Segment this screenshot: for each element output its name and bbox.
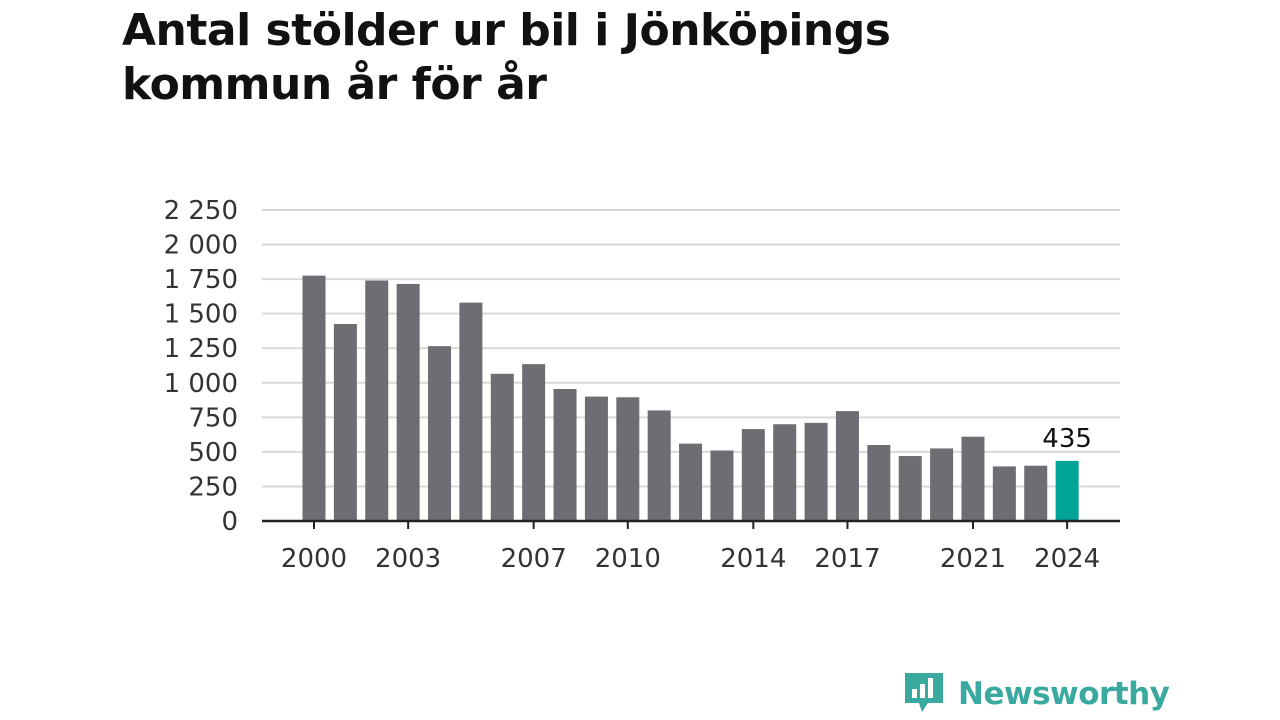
bar-2004 [428,346,452,521]
bar-2006 [490,373,514,521]
x-tick-label: 2014 [720,544,786,574]
brand-name: Newsworthy [958,676,1170,712]
y-tick-label: 500 [188,438,238,468]
bar-2007 [522,364,546,521]
bar-2022 [992,466,1016,521]
data-labels: 435 [1042,424,1092,454]
y-tick-label: 1 000 [164,369,238,399]
x-tick-label: 2003 [375,544,441,574]
x-tick-label: 2021 [940,544,1006,574]
x-tick-label: 2007 [501,544,567,574]
bar-2000 [302,275,326,521]
bars [302,275,1079,521]
x-tick-label: 2000 [281,544,347,574]
y-tick-label: 0 [221,507,238,537]
y-tick-label: 1 750 [164,265,238,295]
bar-2012 [679,443,703,521]
bar-2019 [898,456,922,521]
bar-2021 [961,436,985,521]
bar-2013 [710,450,734,521]
bar-2024 [1055,460,1079,521]
bar-2016 [804,422,828,521]
chart-title: Antal stölder ur bil i Jönköpings kommun… [122,5,891,110]
brand-logo[interactable]: Newsworthy [902,670,1170,718]
bar-2018 [867,444,891,521]
bar-2014 [741,429,765,521]
bar-2010 [616,397,640,521]
bar-2003 [396,283,420,521]
bar-2008 [553,388,577,521]
y-tick-label: 750 [188,403,238,433]
bar-2017 [835,411,859,521]
bar-2002 [365,280,389,521]
x-tick-label: 2017 [814,544,880,574]
bar-2020 [930,448,954,521]
bar-2023 [1024,465,1048,521]
bar-2009 [584,396,608,521]
bar-chart-speech-bubble-icon [905,673,943,712]
data-label-2024: 435 [1042,424,1092,454]
x-tick-label: 2024 [1034,544,1100,574]
y-tick-label: 1 250 [164,334,238,364]
y-tick-label: 2 250 [164,196,238,226]
x-tick-label: 2010 [595,544,661,574]
bar-2005 [459,302,483,521]
bar-2015 [773,424,797,521]
bar-2001 [333,324,357,521]
y-axis-ticks: 0 250 500 750 1 000 1 250 1 500 1 750 2 000 2 250 [164,196,238,537]
y-tick-label: 1 500 [164,300,238,330]
y-tick-label: 250 [188,472,238,502]
x-axis-ticks: 2000 2003 2007 2010 2014 2017 2021 2024 [281,521,1100,574]
bar-2011 [647,410,671,521]
y-tick-label: 2 000 [164,231,238,261]
